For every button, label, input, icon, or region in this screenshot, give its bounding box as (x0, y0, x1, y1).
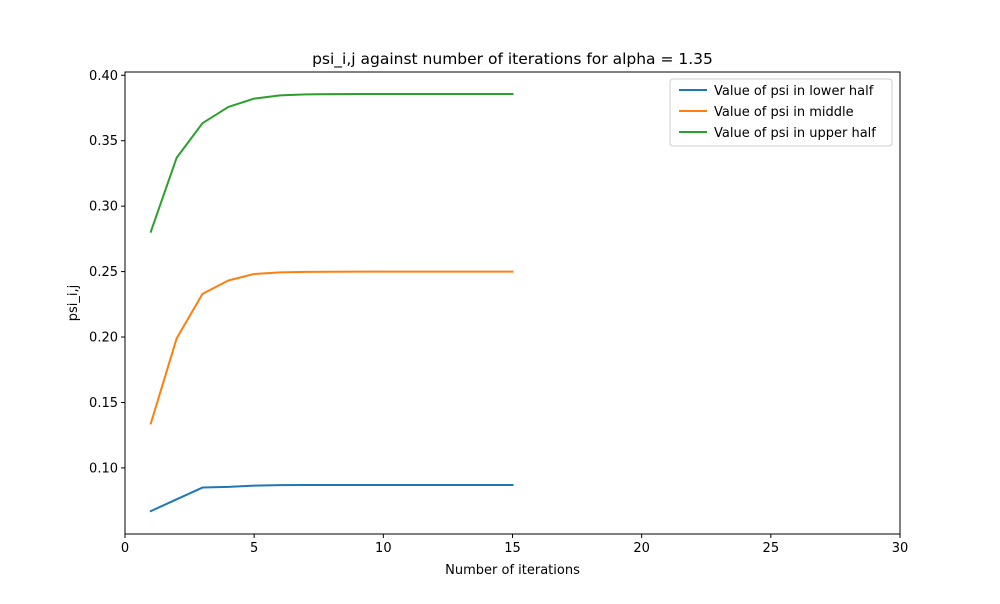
y-tick-label: 0.10 (89, 461, 118, 476)
y-tick-label: 0.25 (89, 265, 118, 280)
y-tick-label: 0.40 (89, 69, 118, 84)
y-tick-label: 0.30 (89, 200, 118, 215)
chart-title: psi_i,j against number of iterations for… (312, 50, 713, 69)
x-tick-label: 10 (375, 541, 392, 556)
x-tick-label: 25 (763, 541, 780, 556)
y-axis-label: psi_i,j (66, 285, 81, 322)
y-tick-label: 0.15 (89, 396, 118, 411)
x-tick-label: 30 (892, 541, 909, 556)
x-tick-label: 20 (633, 541, 650, 556)
x-tick-label: 15 (504, 541, 521, 556)
y-tick-label: 0.20 (89, 331, 118, 346)
y-tick-label: 0.35 (89, 134, 118, 149)
legend-label-upper-half: Value of psi in upper half (714, 126, 876, 141)
legend-label-middle: Value of psi in middle (714, 105, 854, 120)
x-tick-label: 0 (121, 541, 129, 556)
x-axis-label: Number of iterations (445, 563, 580, 578)
legend: Value of psi in lower half Value of psi … (670, 79, 892, 146)
legend-label-lower-half: Value of psi in lower half (714, 84, 874, 99)
x-tick-label: 5 (250, 541, 258, 556)
